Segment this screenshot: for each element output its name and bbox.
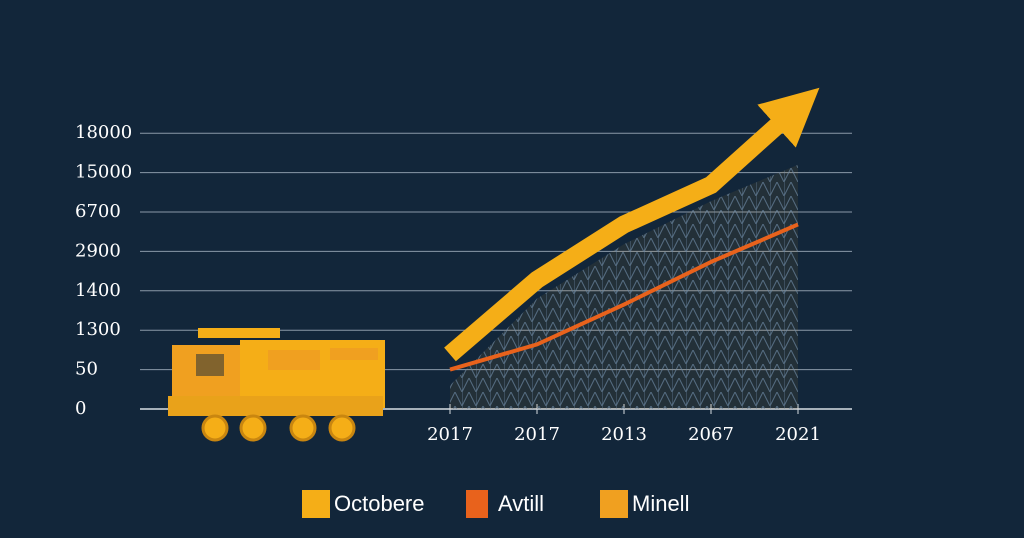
legend-swatch: [302, 490, 330, 518]
y-tick-label: 1400: [75, 280, 121, 301]
plot: [444, 87, 820, 409]
legend-swatch: [466, 490, 488, 518]
y-tick-label: 2900: [75, 240, 121, 261]
grid: 0 50 1300 1400 2900 6700 15000 18000 2017 2017 201…: [75, 122, 852, 445]
x-tick-label: 2021: [775, 424, 821, 445]
y-tick-label: 15000: [75, 162, 132, 183]
legend-label: Avtill: [498, 491, 544, 516]
x-tick-label: 2067: [688, 424, 734, 445]
y-tick-label: 18000: [75, 122, 132, 143]
area-hatch: [450, 164, 798, 409]
x-tick-label: 2017: [514, 424, 560, 445]
legend: Octobere Avtill Minell: [302, 490, 689, 518]
y-tick-label: 50: [75, 359, 98, 380]
legend-label: Octobere: [334, 491, 425, 516]
x-tick-label: 2013: [601, 424, 647, 445]
y-tick-label: 1300: [75, 319, 121, 340]
legend-label: Minell: [632, 491, 689, 516]
arrow-line: [444, 87, 820, 362]
truck: [168, 328, 385, 442]
y-tick-label: 0: [75, 398, 86, 419]
legend-swatch: [600, 490, 628, 518]
line: [449, 222, 799, 372]
y-tick-label: 6700: [75, 201, 121, 222]
x-tick-label: 2017: [427, 424, 473, 445]
